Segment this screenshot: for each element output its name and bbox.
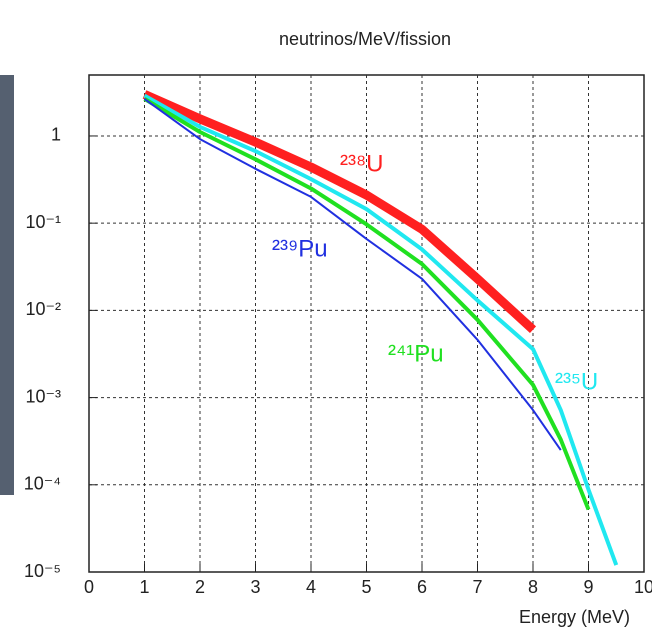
x-tick-label: 4 bbox=[306, 577, 316, 597]
series-label: ²³⁹Pu bbox=[272, 235, 328, 262]
x-axis-label: Energy (MeV) bbox=[519, 607, 630, 627]
chart-title: neutrinos/MeV/fission bbox=[279, 29, 451, 49]
y-tick-label: 10⁻⁵ bbox=[24, 561, 61, 581]
x-tick-label: 3 bbox=[250, 577, 260, 597]
x-tick-label: 1 bbox=[139, 577, 149, 597]
x-tick-label: 2 bbox=[195, 577, 205, 597]
series-label: ²³⁸U bbox=[340, 150, 383, 177]
x-tick-label: 9 bbox=[583, 577, 593, 597]
series-label: ²³⁵U bbox=[555, 368, 598, 395]
y-tick-label: 10⁻² bbox=[25, 299, 61, 319]
y-tick-label: 10⁻⁴ bbox=[24, 474, 61, 494]
y-tick-label: 1 bbox=[51, 125, 61, 145]
series-line bbox=[143, 93, 619, 566]
series-line bbox=[143, 98, 562, 451]
series-line bbox=[143, 97, 591, 511]
series-label: ²⁴¹Pu bbox=[388, 340, 444, 367]
x-tick-label: 0 bbox=[84, 577, 94, 597]
y-tick-label: 10⁻¹ bbox=[25, 212, 61, 232]
x-tick-label: 7 bbox=[472, 577, 482, 597]
series-line bbox=[142, 90, 537, 334]
x-tick-label: 6 bbox=[417, 577, 427, 597]
background-strip bbox=[0, 75, 14, 495]
x-tick-label: 10 bbox=[634, 577, 652, 597]
x-tick-label: 8 bbox=[528, 577, 538, 597]
y-tick-label: 10⁻³ bbox=[25, 386, 61, 406]
x-tick-label: 5 bbox=[361, 577, 371, 597]
